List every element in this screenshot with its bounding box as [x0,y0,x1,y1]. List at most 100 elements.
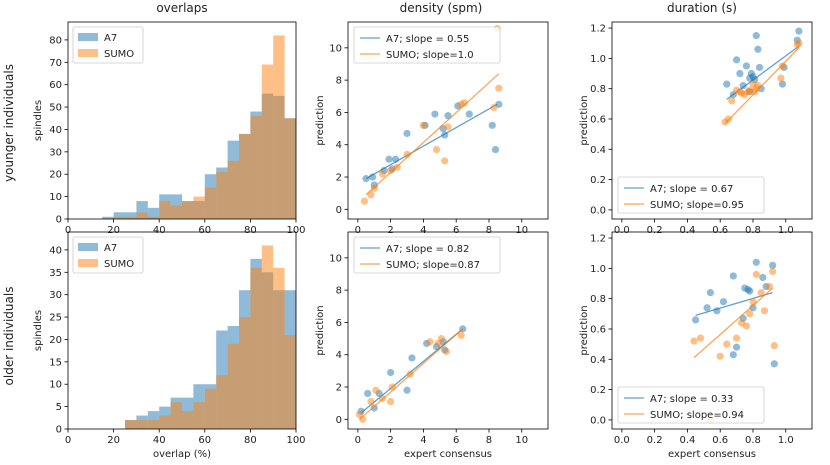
bar-sumo [284,118,296,219]
title-density: density (spm) [400,1,483,15]
legend-label-a7: A7; slope = 0.55 [386,34,469,45]
point-a7 [706,289,714,297]
bar-a7 [147,207,160,219]
axes-frame [347,21,549,220]
y-tick-label: 6 [336,108,342,119]
point-sumo [372,386,380,394]
y-tick-label: 1.0 [590,264,606,275]
y-tick-label: 50 [49,103,62,114]
bar-sumo [147,216,160,219]
row-label-young: younger individuals [2,64,16,182]
point-sumo [490,103,498,112]
bar-a7 [136,201,148,219]
x-tick-label: 8 [486,435,492,446]
point-sumo [360,197,368,205]
y-tick-label: 25 [49,313,62,324]
fit-line-sumo [693,287,774,359]
point-sumo [696,334,705,342]
bar-sumo [273,35,285,219]
y-tick-label: 80 [49,35,62,46]
point-sumo [795,39,803,47]
bar-sumo [204,388,217,429]
x-tick-label: 100 [286,225,305,236]
bar-sumo [216,171,228,219]
point-a7 [723,80,731,88]
axes-frame [347,231,549,430]
y-tick-label: 70 [49,58,62,69]
bar-sumo [284,334,296,429]
bar-sumo [147,420,160,429]
point-sumo [444,123,452,131]
point-a7 [692,316,700,324]
x-tick-label: 6 [453,225,459,236]
point-sumo [367,191,375,199]
legend-swatch-a7 [78,243,98,251]
legend: A7 SUMO [72,26,144,64]
legend-label-sumo: SUMO; slope=1.0 [386,50,474,61]
point-sumo [724,115,732,123]
bar-sumo [239,317,251,429]
point-a7 [759,273,767,282]
fit-line-a7 [695,291,773,316]
x-tick-label: 60 [198,435,211,446]
x-tick-label: 0 [65,225,71,236]
legend-swatch-sumo [78,259,98,267]
x-axis-label: expert consensus [404,449,492,460]
x-tick-label: 40 [153,225,166,236]
x-tick-label: 40 [153,435,166,446]
legend-label-sumo: SUMO [104,259,134,270]
y-axis-label: prediction [579,95,590,145]
bar-sumo [261,64,274,219]
y-tick-label: 10 [49,192,62,203]
point-sumo [442,347,450,356]
x-tick-label: 0.6 [712,435,728,446]
legend-swatch-sumo [78,49,98,57]
x-tick-label: 1.0 [778,435,794,446]
point-a7 [403,386,411,394]
x-tick-label: 0.4 [679,225,695,236]
y-tick-label: 2 [336,383,342,394]
bar-sumo [182,201,194,219]
point-sumo [732,334,741,342]
y-tick-label: 2 [336,173,342,184]
panel-hist_old: 0 20 40 60 80 100 0 5 10 15 20 25 30 35 40 spindles over… [33,231,306,460]
y-tick-label: 0.2 [590,385,606,396]
point-a7 [364,389,372,398]
x-tick-label: 10 [515,435,528,446]
bar-sumo [227,343,239,429]
point-a7 [385,155,393,163]
point-sumo [728,97,736,105]
legend-label-a7: A7; slope = 0.67 [650,184,733,195]
bar-sumo [216,375,228,429]
x-tick-label: 0.2 [647,435,663,446]
bar-sumo [250,267,262,429]
y-tick-label: 0.8 [590,294,606,305]
legend-label-a7: A7; slope = 0.82 [386,244,469,255]
y-tick-label: 0.6 [590,114,606,125]
point-a7 [465,110,473,118]
x-tick-label: 2 [387,435,393,446]
point-sumo [378,170,387,178]
point-a7 [752,32,760,40]
y-tick-label: 20 [49,170,62,181]
point-sumo [437,334,446,343]
y-tick-label: 10 [49,380,62,391]
y-tick-label: 40 [49,245,62,256]
legend-label-a7: A7 [104,33,117,44]
point-sumo [690,337,698,345]
panel-hist_young: 0 20 40 60 80 100 0 10 20 30 40 50 60 70 80 spindles A7 S… [33,21,306,236]
legend: A7; slope = 0.33 SUMO; slope=0.94 [617,386,765,424]
x-tick-label: 10 [515,225,528,236]
bar-sumo [170,402,182,429]
x-tick-label: 0.0 [614,225,630,236]
y-tick-label: 4 [336,140,342,151]
y-tick-label: 0.4 [590,355,606,366]
y-tick-label: 0.2 [590,175,606,186]
x-tick-label: 0 [65,435,71,446]
x-tick-label: 100 [286,435,305,446]
x-tick-label: 8 [486,225,492,236]
y-tick-label: 15 [49,357,62,368]
row-label-old: older individuals [2,287,16,386]
point-a7 [739,82,747,90]
y-tick-label: 0.0 [590,415,606,426]
